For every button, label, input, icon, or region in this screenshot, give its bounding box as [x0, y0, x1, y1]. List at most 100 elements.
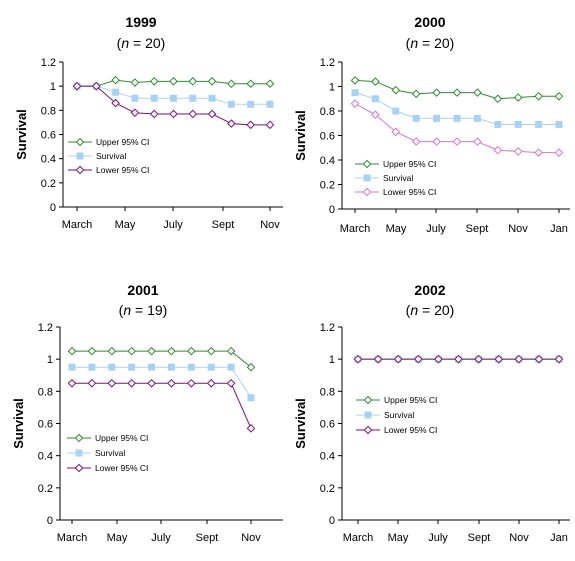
data-point-2-1 — [371, 110, 380, 119]
data-point-2-8 — [514, 354, 524, 364]
data-point-0-5 — [169, 77, 178, 86]
data-point-2-9 — [246, 120, 256, 130]
data-point-2-6 — [473, 137, 482, 146]
legend-label: Survival — [95, 448, 125, 458]
subtitle-post: = 19) — [131, 302, 167, 318]
subtitle-italic: n — [121, 35, 129, 51]
y-tick-label: 1 — [329, 354, 335, 366]
data-point-2-0 — [72, 81, 82, 91]
legend-marker — [363, 425, 373, 435]
legend-label: Survival — [384, 410, 414, 420]
data-point-0-8 — [227, 79, 236, 89]
y-tick-label: 0.4 — [38, 451, 53, 463]
chart-panel-2001: 2001(n = 19)00.20.40.60.811.2SurvivalMar… — [11, 282, 283, 544]
data-point-0-0 — [350, 76, 360, 85]
y-tick-label: 0.6 — [41, 130, 56, 142]
data-point-0-5 — [167, 346, 176, 356]
data-point-2-3 — [413, 354, 423, 364]
legend-marker — [74, 433, 84, 443]
data-point-0-4 — [149, 77, 159, 86]
chart-subtitle: (n = 20) — [117, 35, 166, 51]
data-point-2-4 — [147, 378, 156, 388]
x-tick-label: Sept — [468, 532, 491, 544]
data-point-2-8 — [513, 147, 523, 156]
series-line-0 — [72, 350, 252, 368]
data-point-2-7 — [493, 145, 503, 155]
data-point-1-1 — [88, 363, 96, 371]
y-axis-label: Survival — [293, 110, 308, 161]
data-point-2-8 — [226, 378, 236, 388]
data-point-1-3 — [128, 363, 136, 371]
data-point-2-9 — [534, 148, 543, 157]
x-tick-label: May — [115, 219, 136, 231]
data-point-2-10 — [554, 354, 564, 364]
data-point-0-8 — [226, 346, 236, 356]
x-tick-label: Jan — [550, 223, 568, 235]
data-point-2-7 — [206, 378, 216, 388]
data-point-0-9 — [246, 362, 256, 372]
legend-label: Upper 95% CI — [384, 395, 437, 405]
legend-label: Survival — [96, 151, 126, 161]
data-point-0-4 — [147, 346, 156, 356]
data-point-1-2 — [392, 107, 400, 115]
data-point-0-9 — [246, 79, 256, 89]
legend-label: Upper 95% CI — [383, 159, 436, 169]
legend-label: Lower 95% CI — [384, 425, 437, 435]
data-point-1-2 — [108, 363, 116, 371]
legend: Upper 95% CI Survival Lower 95% CI — [356, 395, 437, 435]
chart-panel-2002: 2002(n = 20)00.20.40.60.811.2SurvivalMar… — [293, 282, 570, 544]
data-point-2-10 — [554, 148, 564, 157]
data-point-1-8 — [227, 100, 235, 108]
data-point-2-7 — [207, 109, 217, 119]
legend-marker — [363, 174, 371, 182]
legend-label: Upper 95% CI — [95, 433, 148, 443]
series-line-2 — [72, 382, 252, 429]
subtitle-italic: n — [123, 302, 131, 318]
y-tick-label: 1 — [50, 81, 56, 93]
subtitle-pre: ( — [406, 302, 411, 318]
y-axis-label: Survival — [293, 398, 308, 449]
subtitle-post: = 20) — [418, 35, 454, 51]
subtitle-italic: n — [410, 302, 418, 318]
data-point-0-0 — [67, 346, 77, 356]
data-point-1-7 — [207, 363, 215, 371]
series-line-2 — [77, 85, 270, 126]
x-tick-label: Nov — [508, 223, 528, 235]
legend-label: Lower 95% CI — [96, 165, 149, 175]
y-tick-label: 1 — [47, 354, 53, 366]
legend: Upper 95% CI Survival Lower 95% CI — [67, 433, 148, 473]
data-point-2-6 — [188, 109, 198, 119]
data-point-2-5 — [454, 354, 463, 364]
y-tick-label: 0.6 — [320, 131, 335, 143]
legend-marker — [362, 187, 372, 197]
data-point-1-7 — [494, 120, 502, 128]
chart-title: 2001 — [127, 282, 158, 298]
data-point-1-4 — [433, 114, 441, 122]
x-tick-label: March — [62, 219, 93, 231]
chart-subtitle: (n = 20) — [406, 35, 455, 51]
data-point-2-2 — [111, 98, 120, 108]
data-point-1-10 — [266, 100, 274, 108]
y-tick-label: 0 — [329, 515, 335, 527]
x-tick-label: Sept — [466, 223, 489, 235]
legend-label: Lower 95% CI — [95, 463, 148, 473]
y-tick-label: 0.6 — [38, 419, 53, 431]
chart-title: 2002 — [414, 282, 445, 298]
data-point-1-5 — [170, 94, 177, 102]
data-point-1-6 — [189, 94, 197, 102]
data-point-0-3 — [130, 78, 140, 87]
data-point-0-6 — [473, 88, 482, 97]
data-point-0-1 — [87, 346, 97, 356]
data-point-2-4 — [434, 354, 443, 364]
subtitle-pre: ( — [406, 35, 411, 51]
subtitle-pre: ( — [117, 35, 122, 51]
data-point-1-9 — [247, 100, 255, 108]
y-tick-label: 0.4 — [320, 155, 335, 167]
x-tick-label: May — [386, 223, 407, 235]
subtitle-pre: ( — [119, 302, 124, 318]
legend-label: Upper 95% CI — [96, 137, 149, 147]
chart-panel-2000: 2000(n = 20)00.20.40.60.811.2SurvivalMar… — [293, 14, 570, 235]
x-tick-label: March — [340, 223, 371, 235]
data-point-2-6 — [187, 378, 196, 388]
data-point-0-7 — [207, 77, 217, 86]
